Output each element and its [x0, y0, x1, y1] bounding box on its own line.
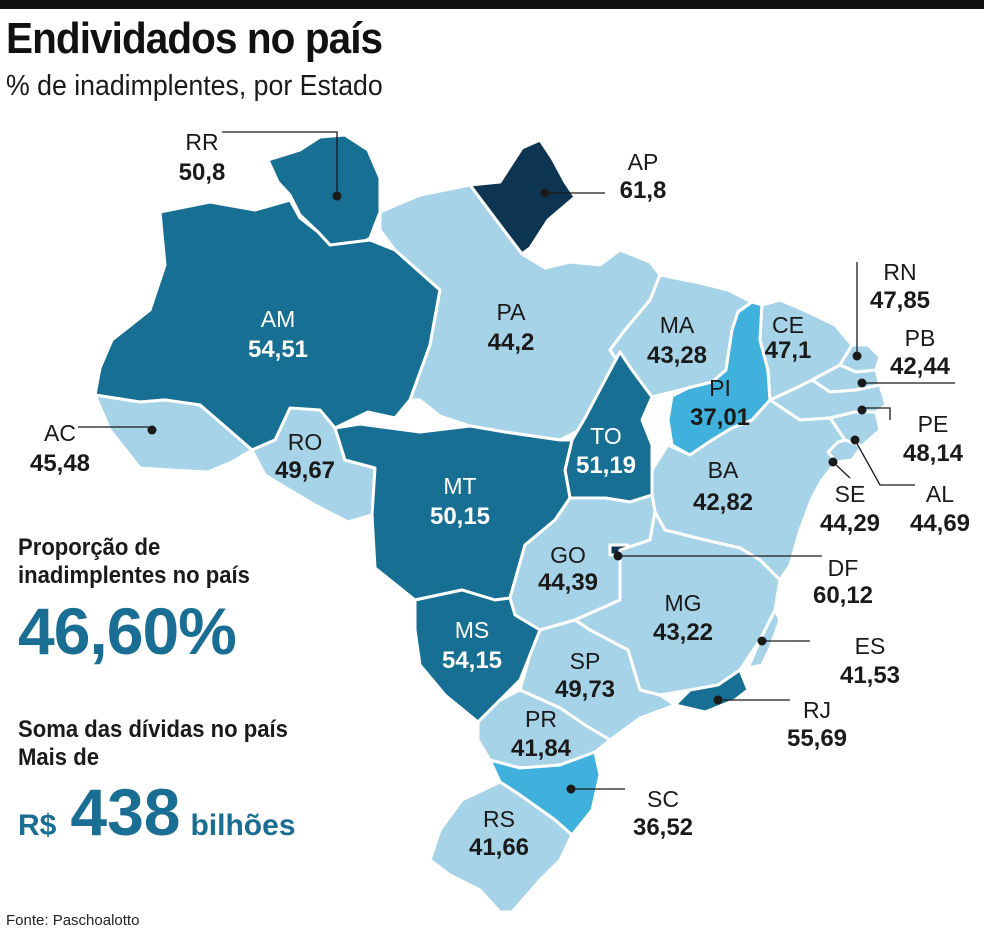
- leader-dot-rr: [332, 191, 342, 201]
- leader-dot-df: [613, 551, 623, 561]
- proportion-value: 46,60%: [18, 594, 237, 668]
- proportion-label-line1: Proporção de: [18, 534, 161, 561]
- state-ac-shape: [93, 393, 254, 474]
- state-rs-code: RS: [483, 806, 515, 832]
- leader-dot-es: [757, 636, 767, 646]
- leader-line-pe: [862, 407, 891, 420]
- state-go-value: 44,39: [538, 569, 598, 596]
- state-to-code: TO: [590, 423, 622, 449]
- state-ba-code: BA: [708, 457, 739, 483]
- state-es-code: ES: [855, 633, 886, 659]
- state-ap-code: AP: [628, 149, 659, 175]
- state-rn-code: RN: [883, 259, 916, 285]
- state-pe-code: PE: [918, 411, 949, 437]
- state-rj-shape: [673, 668, 750, 714]
- state-rr-code: RR: [185, 129, 218, 155]
- leader-dot-ap: [540, 188, 550, 198]
- state-ro-value: 49,67: [275, 457, 335, 484]
- state-mt-value: 50,15: [430, 503, 490, 530]
- leader-dot-ac: [147, 425, 157, 435]
- state-ms-value: 54,15: [442, 647, 502, 674]
- state-rr-shape: [266, 133, 382, 249]
- state-to-value: 51,19: [576, 452, 636, 479]
- state-pb-code: PB: [905, 325, 936, 351]
- state-mg-code: MG: [664, 590, 701, 616]
- state-df-value: 60,12: [813, 582, 873, 609]
- debt-amount: 438: [70, 775, 181, 849]
- state-pi-value: 37,01: [690, 404, 750, 431]
- debt-unit: bilhões: [190, 809, 296, 842]
- state-am-code: AM: [261, 306, 296, 332]
- state-ac-value: 45,48: [30, 450, 90, 477]
- debt-label-line1: Soma das dívidas no país: [18, 716, 288, 743]
- state-am-shape: [93, 198, 442, 452]
- state-sc-code: SC: [647, 786, 679, 812]
- state-sc-value: 36,52: [633, 814, 693, 841]
- page-subtitle: % de inadimplentes, por Estado: [6, 70, 383, 102]
- state-pa-code: PA: [497, 299, 527, 325]
- state-ce-code: CE: [772, 312, 804, 338]
- state-es-value: 41,53: [840, 662, 900, 689]
- state-pe-value: 48,14: [903, 440, 964, 467]
- leader-dot-pb: [857, 378, 867, 388]
- state-sp-code: SP: [570, 648, 601, 674]
- leader-dot-rn: [852, 351, 862, 361]
- proportion-label: Proporção de inadimplentes no país: [18, 534, 250, 590]
- source-note: Fonte: Paschoalotto: [6, 912, 140, 929]
- state-rs-shape: [428, 780, 574, 914]
- proportion-label-line2: inadimplentes no país: [18, 562, 250, 589]
- state-ac-code: AC: [44, 420, 76, 446]
- state-ce-value: 47,1: [765, 337, 812, 364]
- state-pa-value: 44,2: [488, 329, 535, 356]
- state-rs-value: 41,66: [469, 834, 529, 861]
- state-pr-code: PR: [525, 706, 557, 732]
- state-ms-code: MS: [455, 617, 490, 643]
- debt-value: R$ 438 bilhões: [18, 774, 296, 850]
- state-rn-value: 47,85: [870, 287, 930, 314]
- leader-line-rr: [222, 131, 338, 196]
- state-pb-value: 42,44: [890, 353, 951, 380]
- state-rj-code: RJ: [803, 697, 831, 723]
- state-df-code: DF: [828, 555, 859, 581]
- state-se-value: 44,29: [820, 510, 880, 537]
- state-rr-value: 50,8: [179, 159, 226, 186]
- state-ro-code: RO: [288, 429, 323, 455]
- page-title: Endividados no país: [6, 14, 383, 63]
- state-rj-value: 55,69: [787, 725, 847, 752]
- leader-dot-sc: [566, 784, 576, 794]
- state-pi-code: PI: [709, 375, 731, 401]
- state-sp-value: 49,73: [555, 676, 615, 703]
- state-ma-code: MA: [660, 312, 695, 338]
- state-ap-value: 61,8: [620, 177, 667, 204]
- state-ba-value: 42,82: [693, 489, 753, 516]
- state-al-code: AL: [926, 481, 954, 507]
- state-pr-value: 41,84: [511, 735, 572, 762]
- state-mt-code: MT: [443, 473, 476, 499]
- leader-dot-se: [828, 457, 838, 467]
- top-rule: [0, 0, 984, 9]
- leader-dot-rj: [713, 695, 723, 705]
- state-al-value: 44,69: [910, 510, 970, 537]
- debt-currency: R$: [18, 809, 57, 842]
- leader-dot-pe: [857, 405, 867, 415]
- state-mg-value: 43,22: [653, 619, 713, 646]
- state-am-value: 54,51: [248, 336, 308, 363]
- debt-label-line2: Mais de: [18, 744, 99, 771]
- leader-line-al: [854, 439, 915, 486]
- leader-dot-al: [850, 435, 860, 445]
- state-go-code: GO: [550, 542, 586, 568]
- state-se-code: SE: [835, 481, 866, 507]
- debt-label: Soma das dívidas no país Mais de: [18, 716, 288, 772]
- state-ma-value: 43,28: [647, 342, 707, 369]
